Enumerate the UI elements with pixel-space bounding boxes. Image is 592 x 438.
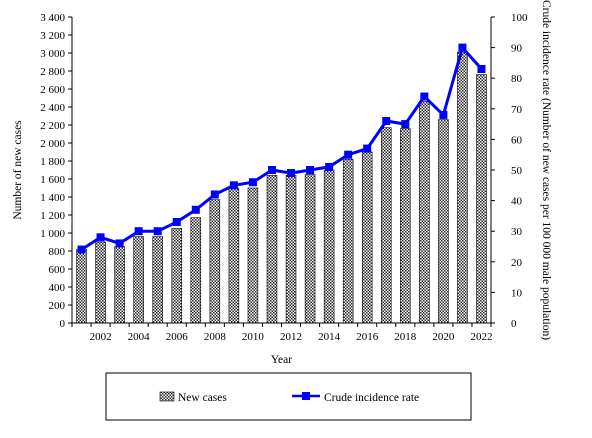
right-tick-label: 50 — [511, 165, 523, 177]
legend-label-incidence-rate: Crude incidence rate — [324, 392, 419, 404]
legend: New cases Crude incidence rate — [105, 372, 472, 421]
x-tick-label: 2008 — [204, 331, 227, 343]
bar-new-cases — [457, 51, 468, 324]
left-tick-label: 0 — [60, 318, 66, 330]
bar-new-cases — [247, 187, 259, 324]
left-tick-label: 3 000 — [40, 48, 65, 60]
left-tick-label: 3 400 — [40, 12, 65, 24]
bar-new-cases — [171, 228, 183, 324]
left-tick-label: 2 400 — [40, 102, 65, 114]
incidence-marker — [267, 166, 276, 174]
right-tick-label: 0 — [511, 318, 517, 330]
left-axis-title: Number of new cases — [12, 120, 24, 220]
incidence-marker — [363, 144, 372, 153]
right-axis-title: Crude incidence rate (Number of new case… — [540, 0, 552, 340]
incidence-marker — [344, 150, 353, 159]
incidence-marker — [325, 162, 334, 171]
incidence-line — [80, 46, 483, 251]
x-tick-label: 2016 — [356, 331, 379, 343]
bar-new-cases — [228, 187, 240, 324]
incidence-marker — [248, 178, 257, 187]
x-tick-label: 2018 — [394, 331, 417, 343]
x-tick-label: 2006 — [166, 331, 189, 343]
bar-new-cases — [304, 174, 316, 324]
incidence-marker — [210, 190, 219, 199]
x-tick-label: 2004 — [128, 331, 151, 343]
left-tick-label: 1 600 — [40, 174, 65, 186]
incidence-marker — [401, 120, 410, 129]
incidence-marker — [229, 181, 238, 190]
right-axis-ticks: 0 10 20 30 40 50 60 70 80 90 100 — [491, 12, 528, 330]
x-axis-ticks: 2002 2004 2006 2008 2010 2012 2014 2016 2018 2020… — [71, 323, 492, 343]
legend-swatch-new-cases — [159, 391, 175, 402]
left-tick-label: 200 — [49, 300, 66, 312]
incidence-marker — [134, 227, 143, 236]
left-axis-ticks: 0 200 400 600 800 1 000 1 200 1 400 1 600 1 800 2 … — [40, 12, 72, 330]
left-tick-label: 400 — [49, 282, 66, 294]
incidence-marker — [172, 218, 181, 227]
incidence-marker — [477, 65, 486, 74]
incidence-marker — [191, 205, 200, 214]
bar-new-cases — [133, 236, 144, 324]
left-tick-label: 2 000 — [40, 138, 65, 150]
left-tick-label: 3 200 — [40, 30, 65, 42]
right-tick-label: 20 — [511, 257, 523, 269]
incidence-marker — [420, 92, 429, 101]
left-tick-label: 1 200 — [40, 210, 65, 222]
bar-new-cases — [400, 128, 411, 324]
bar-new-cases — [438, 119, 449, 324]
left-tick-label: 2 600 — [40, 84, 65, 96]
line-series-incidence-rate — [77, 43, 486, 254]
bar-new-cases — [266, 175, 278, 324]
bar-new-cases — [190, 217, 202, 324]
bar-new-cases — [476, 74, 487, 324]
incidence-marker — [77, 245, 86, 254]
right-tick-label: 90 — [511, 43, 523, 55]
right-tick-label: 70 — [511, 104, 523, 116]
x-tick-label: 2002 — [90, 331, 112, 343]
incidence-marker — [439, 110, 448, 119]
incidence-marker — [287, 169, 296, 178]
incidence-marker — [96, 233, 105, 242]
bar-new-cases — [323, 169, 335, 324]
legend-label-new-cases: New cases — [178, 392, 227, 404]
right-tick-label: 80 — [511, 73, 523, 85]
right-tick-label: 60 — [511, 134, 523, 146]
left-tick-label: 1 800 — [40, 156, 65, 168]
bar-new-cases — [361, 151, 373, 324]
incidence-marker — [306, 166, 315, 174]
left-tick-label: 800 — [49, 246, 66, 258]
x-axis-title: Year — [271, 354, 292, 366]
left-tick-label: 2 200 — [40, 120, 65, 132]
bar-series-new-cases — [76, 51, 487, 324]
bar-new-cases — [419, 101, 430, 324]
left-tick-label: 1 000 — [40, 228, 65, 240]
right-tick-label: 10 — [511, 287, 523, 299]
left-tick-label: 2 800 — [40, 66, 65, 78]
x-tick-label: 2022 — [470, 331, 492, 343]
bar-new-cases — [152, 236, 163, 324]
legend-swatch-incidence-marker — [302, 392, 310, 400]
incidence-marker — [458, 43, 467, 52]
bar-new-cases — [95, 241, 106, 324]
bar-new-cases — [209, 199, 221, 324]
x-tick-label: 2014 — [318, 331, 341, 343]
x-tick-label: 2012 — [280, 331, 302, 343]
bar-new-cases — [76, 248, 87, 324]
bar-new-cases — [342, 158, 354, 324]
left-tick-label: 600 — [49, 264, 66, 276]
incidence-marker — [115, 239, 124, 248]
right-tick-label: 100 — [511, 12, 528, 24]
right-tick-label: 40 — [511, 196, 523, 208]
x-tick-label: 2020 — [432, 331, 455, 343]
bar-new-cases — [380, 127, 392, 324]
incidence-marker — [382, 117, 391, 126]
right-tick-label: 30 — [511, 226, 523, 238]
incidence-marker — [153, 227, 162, 236]
x-tick-label: 2010 — [242, 331, 265, 343]
bar-new-cases — [285, 175, 297, 324]
left-tick-label: 1 400 — [40, 192, 65, 204]
bar-new-cases — [114, 246, 125, 324]
